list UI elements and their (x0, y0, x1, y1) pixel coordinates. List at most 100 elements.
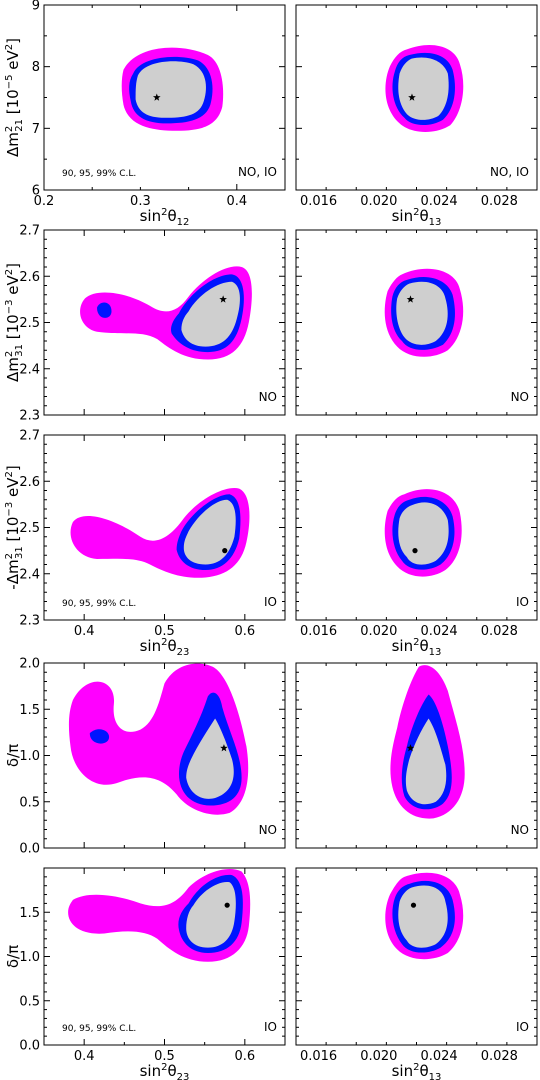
x-tick-label: 0.5 (154, 1049, 175, 1064)
y-tick-label: 2.4 (19, 567, 40, 582)
ordering-label: IO (516, 595, 529, 609)
y-tick-label: 0.5 (19, 994, 40, 1009)
y-tick-label: 2.7 (19, 224, 40, 239)
panel-p21: 2.3 2.4 2.5 2.6 2.7 Δm231 [10−3 eV2] NO (4, 224, 286, 424)
contour-regions (68, 869, 251, 962)
x-tick-label: 0.2 (34, 194, 55, 209)
ordering-label: NO (511, 390, 529, 404)
y-tick-label: 2.5 (19, 521, 40, 536)
ordering-label: IO (516, 1020, 529, 1034)
x-tick-label: 0.024 (420, 1049, 457, 1064)
panel-p42: NO (295, 662, 538, 849)
y-axis-label: δ/π (4, 945, 22, 968)
ordering-label: NO (259, 823, 277, 837)
x-tick-label: 0.4 (226, 194, 247, 209)
contour-c90-region-2 (186, 881, 236, 948)
x-axis-label: sin2θ23 (140, 637, 190, 658)
best-fit-star (406, 295, 415, 303)
x-tick-label: 0.5 (154, 624, 175, 639)
x-tick-label: 0.4 (74, 624, 95, 639)
contour-regions (80, 266, 252, 360)
x-tick-label: 0.6 (234, 1049, 255, 1064)
y-tick-label: 1.5 (19, 906, 40, 921)
ordering-label: IO (264, 1020, 277, 1034)
panel-p51: 0.4 0.5 0.6 0.0 0.5 1.0 1.5 sin2θ23 δ/π 90, 95, 9… (4, 867, 286, 1080)
x-axis-label: sin2θ13 (392, 207, 442, 228)
y-tick-label: 1.0 (19, 749, 40, 764)
x-tick-label: 0.024 (420, 194, 457, 209)
x-tick-label: 0.6 (234, 624, 255, 639)
y-tick-label: 0.5 (19, 795, 40, 810)
contour-regions (390, 665, 465, 819)
contour-c90-region-2 (135, 61, 206, 118)
y-tick-label: 1.0 (19, 950, 40, 965)
x-tick-label: 0.024 (420, 624, 457, 639)
confidence-level-note: 90, 95, 99% C.L. (62, 599, 136, 609)
y-axis-label: Δm221 [10−5 eV2] (4, 38, 25, 157)
x-axis-label: sin2θ13 (392, 1062, 442, 1080)
confidence-level-note: 90, 95, 99% C.L. (62, 169, 136, 179)
best-fit-dot (224, 902, 230, 908)
y-tick-label: 2.5 (19, 316, 40, 331)
x-axis-label: sin2θ13 (392, 637, 442, 658)
panel-p41: 0.0 0.5 1.0 1.5 2.0 δ/π NO (4, 657, 286, 857)
contour-c95-region-2 (89, 729, 110, 744)
contour-c90-region-2 (398, 885, 448, 948)
contour-regions (70, 488, 250, 578)
y-tick-label: 2.3 (19, 614, 40, 629)
y-tick-label: 9 (32, 0, 40, 14)
y-axis-label: Δm231 [10−3 eV2] (4, 263, 25, 382)
contour-regions (385, 872, 464, 960)
y-tick-label: 2.4 (19, 362, 40, 377)
y-tick-label: 2.6 (19, 270, 40, 285)
y-tick-label: 8 (32, 60, 40, 75)
contour-c90-region-2 (405, 718, 447, 805)
best-fit-star (406, 744, 415, 752)
contour-c90-region-3 (186, 718, 234, 799)
x-tick-label: 0.4 (74, 1049, 95, 1064)
x-tick-label: 0.016 (300, 624, 337, 639)
y-axis-label: δ/π (4, 744, 22, 767)
y-axis-label: -Δm231 [10−3 eV2] (4, 465, 25, 589)
contour-c90-region-2 (183, 499, 236, 565)
x-tick-label: 0.3 (130, 194, 151, 209)
contour-c90-region-3 (181, 281, 240, 347)
best-fit-dot (412, 548, 418, 554)
contour-regions (121, 47, 224, 131)
ordering-label: NO (259, 390, 277, 404)
ordering-label: IO (264, 595, 277, 609)
contour-regions (68, 663, 249, 815)
x-tick-label: 0.020 (360, 624, 397, 639)
best-fit-dot (222, 548, 228, 554)
ordering-label: NO, IO (238, 165, 277, 179)
best-fit-dot (410, 902, 417, 908)
x-axis-label: sin2θ23 (140, 1062, 190, 1080)
contour-c90-region-2 (398, 57, 449, 120)
best-fit-star (408, 93, 416, 101)
x-tick-label: 0.028 (481, 624, 518, 639)
y-tick-label: 6 (32, 184, 40, 199)
contour-c90-region-2 (398, 502, 449, 565)
contour-c95-region-2 (97, 302, 112, 318)
best-fit-star (152, 93, 161, 101)
y-tick-label: 1.5 (19, 703, 40, 718)
x-tick-label: 0.028 (481, 194, 518, 209)
x-tick-label: 0.020 (360, 194, 397, 209)
panel-p22: NO (295, 229, 538, 416)
ordering-label: NO (511, 823, 529, 837)
contour-regions (384, 268, 464, 357)
contour-regions (384, 489, 462, 577)
panel-p52: 0.016 0.020 0.024 0.028 sin2θ13 IO (295, 867, 538, 1080)
panel-p11: 0.2 0.3 0.4 6 7 8 9 sin2θ12 Δm221 [10−5 eV2] 90, … (4, 0, 286, 228)
y-tick-label: 2.3 (19, 409, 40, 424)
panel-p31: 0.4 0.5 0.6 2.3 2.4 2.5 2.6 2.7 sin2θ23 -Δm231 [1… (4, 429, 286, 658)
contour-regions (385, 44, 464, 132)
y-tick-label: 7 (32, 122, 40, 137)
contour-c90-region-2 (396, 281, 448, 345)
y-tick-label: 0.0 (19, 842, 40, 857)
x-tick-label: 0.016 (300, 194, 337, 209)
x-axis-label: sin2θ12 (140, 207, 190, 228)
x-tick-label: 0.020 (360, 1049, 397, 1064)
y-tick-label: 2.6 (19, 475, 40, 490)
